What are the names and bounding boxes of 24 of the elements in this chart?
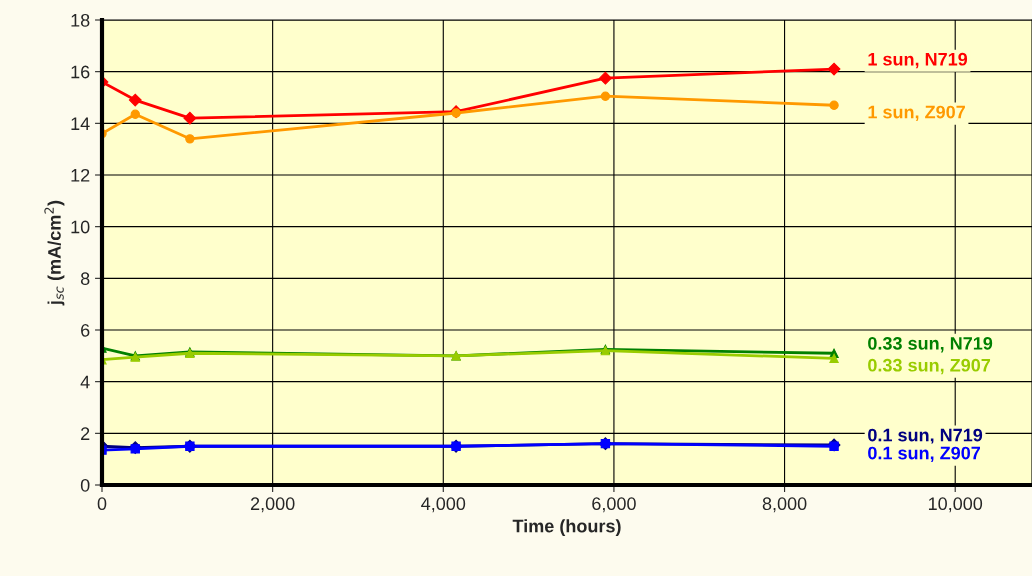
y-tick-label: 2 [81,427,90,440]
x-tick-label: 8,000 [762,497,807,513]
series-label: 0.33 sun, N719 [868,336,993,353]
y-tick-label: 4 [80,375,90,389]
series-label: 1 sun, Z907 [868,105,965,122]
x-tick-label: 4,000 [421,497,466,513]
y-tick-label: 0 [80,478,90,492]
y-tick-label: 14 [71,117,90,130]
x-tick-label: 10,000 [928,497,983,513]
x-tick-label: 0 [97,497,107,511]
series-label: 0.1 sun, Z907 [868,446,980,463]
series-label: 1 sun, N719 [868,52,968,69]
x-tick-label: 2,000 [250,497,295,513]
series-label: 0.33 sun, Z907 [868,358,991,375]
y-tick-label: 10 [71,220,90,234]
y-tick-label: 8 [80,272,90,286]
x-tick-label: 6,000 [592,497,636,513]
y-tick-label: 12 [71,168,90,182]
y-tick-label: 18 [71,13,90,27]
y-tick-label: 6 [81,323,90,337]
y-axis-title: j$_{sc}$ (mA/cm$^{2}$) [44,200,65,306]
series-label: 0.1 sun, N719 [868,428,983,445]
x-axis-title: Time (hours) [512,519,621,537]
y-tick-label: 16 [71,65,90,79]
